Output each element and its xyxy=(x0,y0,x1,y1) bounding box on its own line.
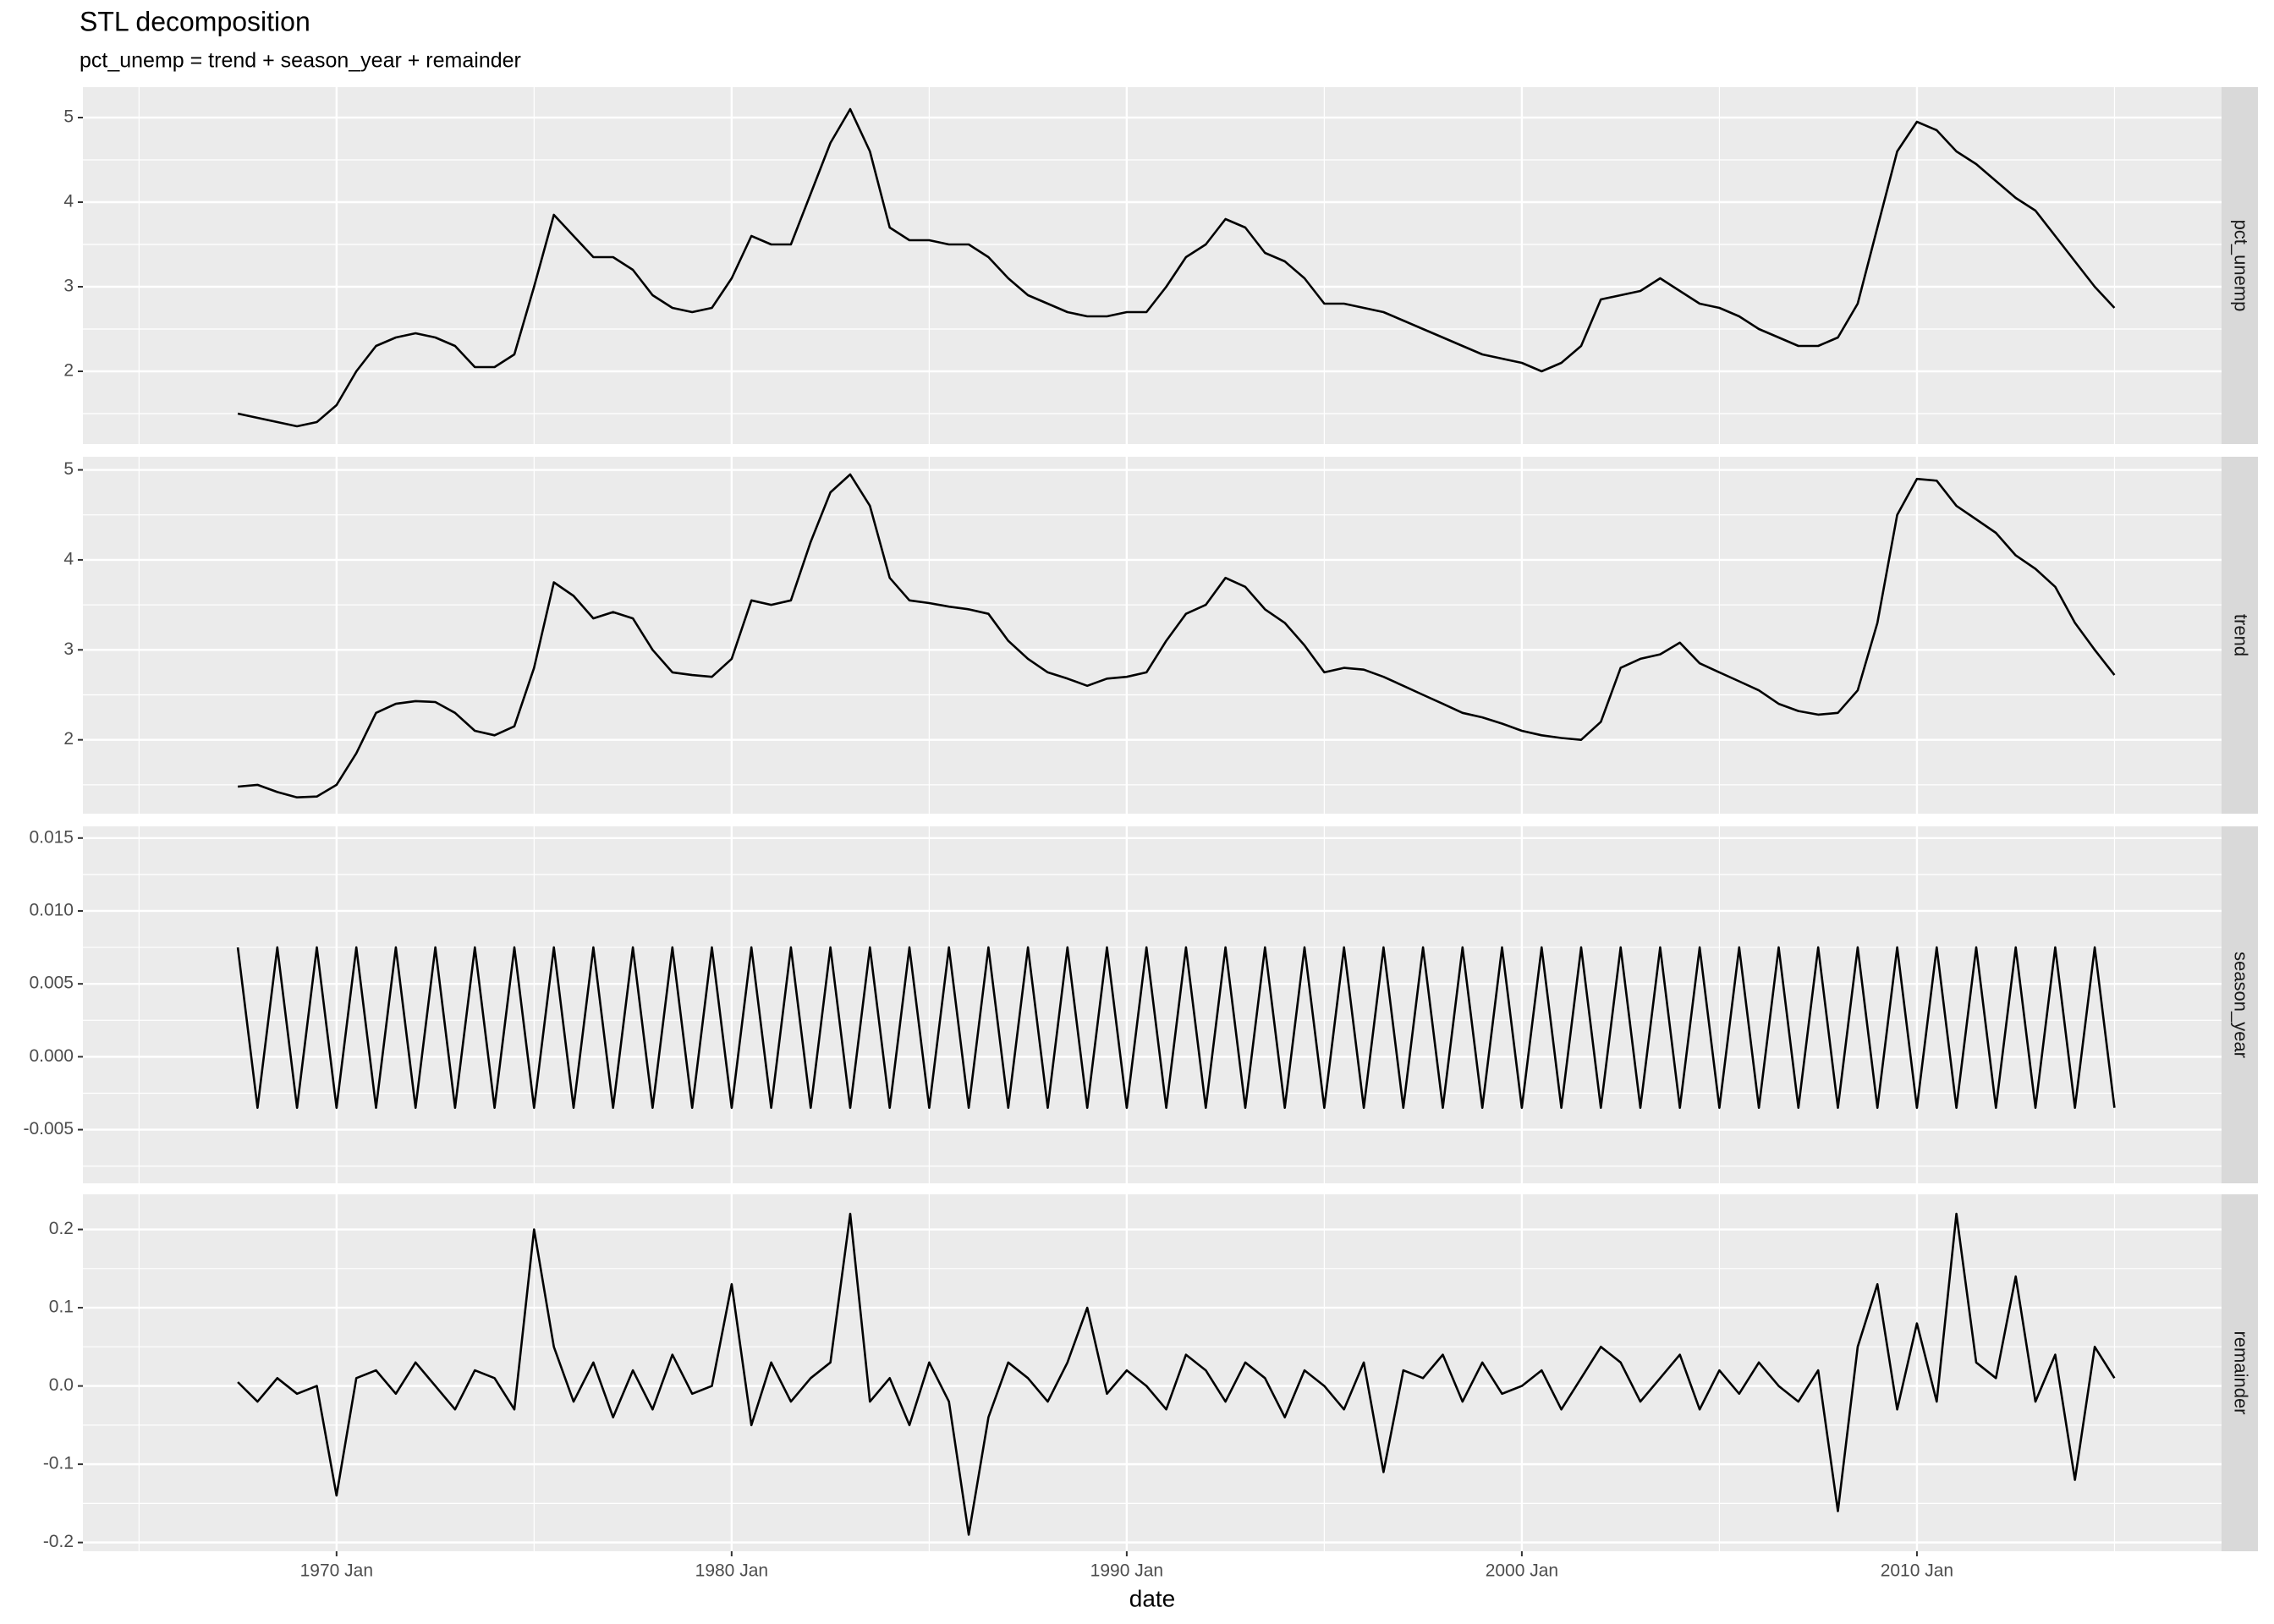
panel-background xyxy=(83,457,2222,814)
series-line xyxy=(237,107,2116,428)
y-tick-label: 0.015 xyxy=(29,827,74,847)
strip-label: remainder xyxy=(2231,1330,2252,1414)
y-tick-label: 4 xyxy=(63,549,74,568)
y-tick-label: -0.005 xyxy=(23,1119,74,1138)
y-tick-label: 0.010 xyxy=(29,901,74,920)
x-axis-label: date xyxy=(1129,1585,1176,1611)
panel-background xyxy=(83,1194,2222,1551)
x-tick-label: 2000 Jan xyxy=(1486,1561,1558,1581)
strip-background xyxy=(2222,1194,2258,1551)
y-tick-label: 3 xyxy=(63,639,74,659)
series-line xyxy=(237,1212,2116,1536)
y-tick-label: 5 xyxy=(63,459,74,479)
x-tick-label: 1970 Jan xyxy=(300,1561,373,1581)
chart-subtitle: pct_unemp = trend + season_year + remain… xyxy=(80,49,521,73)
strip-background xyxy=(2222,826,2258,1183)
x-tick-label: 1990 Jan xyxy=(1090,1561,1163,1581)
panel-background xyxy=(83,87,2222,444)
x-tick-label: 1980 Jan xyxy=(695,1561,768,1581)
y-tick-label: 4 xyxy=(63,192,74,211)
strip-background xyxy=(2222,457,2258,814)
y-tick-label: 0.0 xyxy=(49,1375,74,1395)
y-tick-label: 5 xyxy=(63,107,74,127)
strip-background xyxy=(2222,87,2258,444)
strip-label: pct_unemp xyxy=(2231,220,2252,312)
y-tick-label: 3 xyxy=(63,277,74,296)
x-tick-label: 2010 Jan xyxy=(1881,1561,1953,1581)
y-tick-label: 2 xyxy=(63,729,74,749)
series-line xyxy=(236,946,2116,1109)
y-tick-label: -0.2 xyxy=(43,1532,74,1551)
y-tick-label: 0.2 xyxy=(49,1219,74,1238)
y-tick-label: 0.005 xyxy=(29,974,74,993)
strip-label: season_year xyxy=(2231,952,2252,1058)
y-tick-label: -0.1 xyxy=(43,1454,74,1473)
chart-title: STL decomposition xyxy=(80,6,310,36)
strip-label: trend xyxy=(2231,614,2252,656)
y-tick-label: 0.1 xyxy=(49,1298,74,1317)
series-line xyxy=(237,473,2116,798)
y-tick-label: 2 xyxy=(63,361,74,381)
y-tick-label: 0.000 xyxy=(29,1046,74,1066)
